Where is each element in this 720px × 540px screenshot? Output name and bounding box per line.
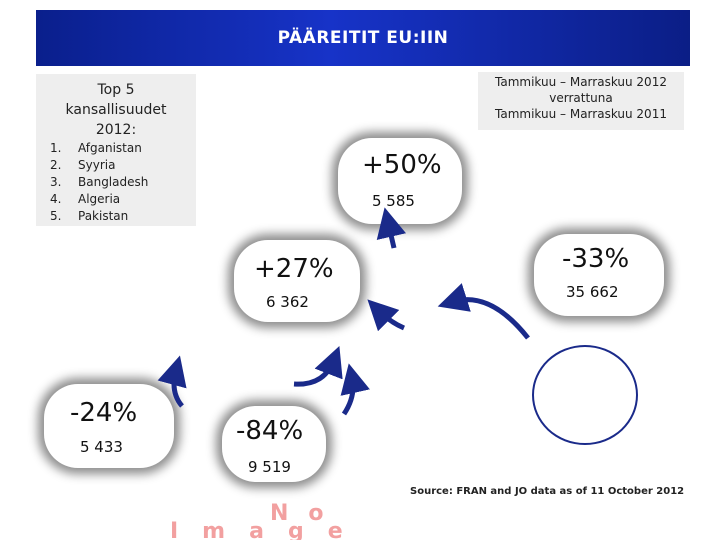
route-change: +50% bbox=[362, 150, 442, 180]
top5-heading-line: 2012: bbox=[95, 122, 137, 138]
route-change: +27% bbox=[254, 254, 334, 284]
route-change: -24% bbox=[70, 398, 138, 428]
route-change: -33% bbox=[562, 244, 630, 274]
arrow bbox=[367, 299, 406, 332]
empty-oval bbox=[532, 345, 638, 445]
route-bubble-east-land bbox=[534, 234, 664, 316]
arrow bbox=[157, 355, 187, 408]
route-value: 5 433 bbox=[80, 438, 123, 456]
svg-text:Image: Image bbox=[170, 519, 367, 540]
route-change: -84% bbox=[236, 416, 304, 446]
source-note: Source: FRAN and JO data as of 11 Octobe… bbox=[410, 486, 685, 497]
route-value: 6 362 bbox=[266, 293, 309, 311]
list-item: 3. Bangladesh bbox=[50, 175, 149, 189]
arrow bbox=[340, 363, 370, 416]
top5-heading-line: Top 5 bbox=[97, 82, 135, 98]
list-item: 5. Pakistan bbox=[50, 209, 129, 223]
list-item: 4. Algeria bbox=[50, 192, 121, 206]
list-item: 2. Syyria bbox=[50, 158, 116, 172]
svg-text:No: No bbox=[270, 501, 344, 526]
top5-panel: Top 5 kansallisuudet 2012: bbox=[36, 74, 196, 226]
route-value: 35 662 bbox=[566, 283, 619, 301]
arrow bbox=[293, 346, 343, 387]
top5-list: 1. Afganistan 2. Syyria 3. Bangladesh 4. Alg… bbox=[50, 140, 148, 225]
list-item: 1. Afganistan bbox=[50, 141, 142, 155]
title-bar: PÄÄREITIT EU:IIN bbox=[36, 10, 690, 66]
route-bubble-central-med bbox=[234, 240, 360, 322]
no-image-placeholder: No Image bbox=[170, 501, 367, 540]
comparison-note: Tammikuu – Marraskuu 2012 verrattuna Tam… bbox=[478, 72, 684, 130]
route-value: 9 519 bbox=[248, 458, 291, 476]
route-bubble-west-africa bbox=[222, 406, 326, 482]
arrow bbox=[437, 283, 530, 340]
arrow bbox=[376, 207, 406, 249]
route-value: 5 585 bbox=[372, 192, 415, 210]
route-bubble-west-med bbox=[44, 384, 174, 468]
top5-heading-line: kansallisuudet bbox=[65, 102, 167, 118]
top5-heading: Top 5 kansallisuudet 2012: bbox=[36, 80, 196, 140]
page-title: PÄÄREITIT EU:IIN bbox=[277, 28, 449, 48]
